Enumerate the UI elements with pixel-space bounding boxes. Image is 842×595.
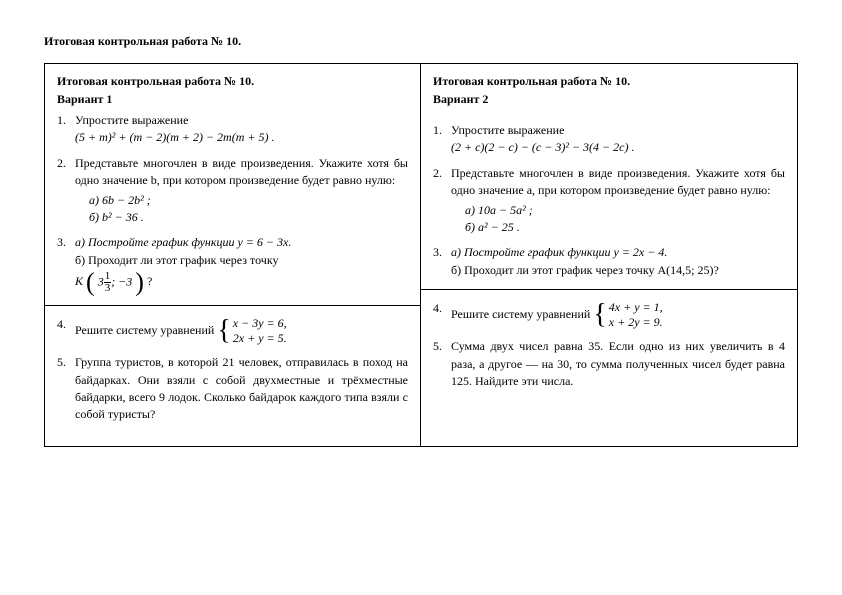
problem-number: 1. [57,112,66,129]
worksheet-table: Итоговая контрольная работа № 10. Вариан… [44,63,798,447]
eq2: 2x + y = 5. [233,331,287,346]
sub-item-a: а) Постройте график функции y = 2x − 4. [451,245,667,259]
problem-text: Упростите выражение [451,123,564,137]
paren-open: ( [86,267,95,296]
problem-1: 1. Упростите выражение (5 + m)² + (m − 2… [57,112,408,147]
eq1: x − 3y = 6, [233,316,287,331]
sub-item-b: б) a² − 25 . [451,219,785,236]
sub-item-a: а) 6b − 2b² ; [75,192,408,209]
problem-list-2: 4. Решите систему уравнений { 4x + y = 1… [433,300,785,390]
sub-item-b: б) Проходит ли этот график через точку A… [451,263,719,277]
sub-item-a: а) Постройте график функции y = 6 − 3x. [75,235,291,249]
brace-icon: { [593,301,606,329]
problem-2: 2. Представьте многочлен в виде произвед… [433,165,785,237]
problem-text: Сумма двух чисел равна 35. Если одно из … [451,339,785,388]
variant-2: Итоговая контрольная работа № 10. Вариан… [421,64,797,446]
problem-list: 1. Упростите выражение (5 + m)² + (m − 2… [57,112,408,295]
problem-3: 3. а) Постройте график функции y = 2x − … [433,244,785,279]
problem-4: 4. Решите систему уравнений { x − 3y = 6… [57,316,408,346]
variant-1: Итоговая контрольная работа № 10. Вариан… [45,64,421,446]
problem-4: 4. Решите систему уравнений { 4x + y = 1… [433,300,785,330]
sub-list: а) 10a − 5a² ; б) a² − 25 . [451,202,785,237]
problem-number: 5. [433,338,442,355]
variant-title: Итоговая контрольная работа № 10. [433,72,785,90]
problem-number: 2. [57,155,66,172]
problem-1: 1. Упростите выражение (2 + c)(2 − c) − … [433,122,785,157]
problem-list-2: 4. Решите систему уравнений { x − 3y = 6… [57,316,408,424]
variant-header: Итоговая контрольная работа № 10. Вариан… [433,72,785,108]
problem-number: 2. [433,165,442,182]
sub-item-b: б) Проходит ли этот график через точку [75,253,279,267]
variant-header: Итоговая контрольная работа № 10. Вариан… [57,72,408,108]
variant-title: Итоговая контрольная работа № 10. [57,72,408,90]
eq1: 4x + y = 1, [609,300,663,315]
brace-icon: { [217,317,230,345]
problem-number: 3. [57,234,66,251]
problem-number: 3. [433,244,442,261]
problem-text: Решите систему уравнений [75,323,214,337]
problem-2: 2. Представьте многочлен в виде произвед… [57,155,408,227]
problem-text: Представьте многочлен в виде произведени… [451,166,785,197]
point-k: K ( 313; −3 ) ? [75,274,152,288]
sub-item-a: а) 10a − 5a² ; [451,202,785,219]
variant-label: Вариант 1 [57,90,408,108]
problem-number: 4. [433,300,442,317]
point-label: K [75,274,83,288]
problem-5: 5. Сумма двух чисел равна 35. Если одно … [433,338,785,390]
divider [45,305,420,306]
sub-list: а) 6b − 2b² ; б) b² − 36 . [75,192,408,227]
problem-number: 1. [433,122,442,139]
problem-expr: (2 + c)(2 − c) − (c − 3)² − 3(4 − 2c) . [451,140,634,154]
problem-5: 5. Группа туристов, в которой 21 человек… [57,354,408,424]
variant-label: Вариант 2 [433,90,785,108]
problem-text: Группа туристов, в которой 21 человек, о… [75,355,408,421]
problem-text: Решите систему уравнений [451,307,590,321]
sub-item-b: б) b² − 36 . [75,209,408,226]
equation-system: { 4x + y = 1, x + 2y = 9. [593,300,662,330]
problem-text: Упростите выражение [75,113,188,127]
problem-expr: (5 + m)² + (m − 2)(m + 2) − 2m(m + 5) . [75,130,274,144]
equation-system: { x − 3y = 6, 2x + y = 5. [217,316,286,346]
point-y: ; −3 [111,274,132,288]
eq2: x + 2y = 9. [609,315,663,330]
problem-number: 5. [57,354,66,371]
qmark: ? [147,274,152,288]
problem-3: 3. а) Постройте график функции y = 6 − 3… [57,234,408,295]
problem-list: 1. Упростите выражение (2 + c)(2 − c) − … [433,122,785,279]
problem-text: Представьте многочлен в виде произведени… [75,156,408,187]
divider [421,289,797,290]
paren-close: ) [135,267,144,296]
problem-number: 4. [57,316,66,333]
page-title: Итоговая контрольная работа № 10. [44,34,798,49]
